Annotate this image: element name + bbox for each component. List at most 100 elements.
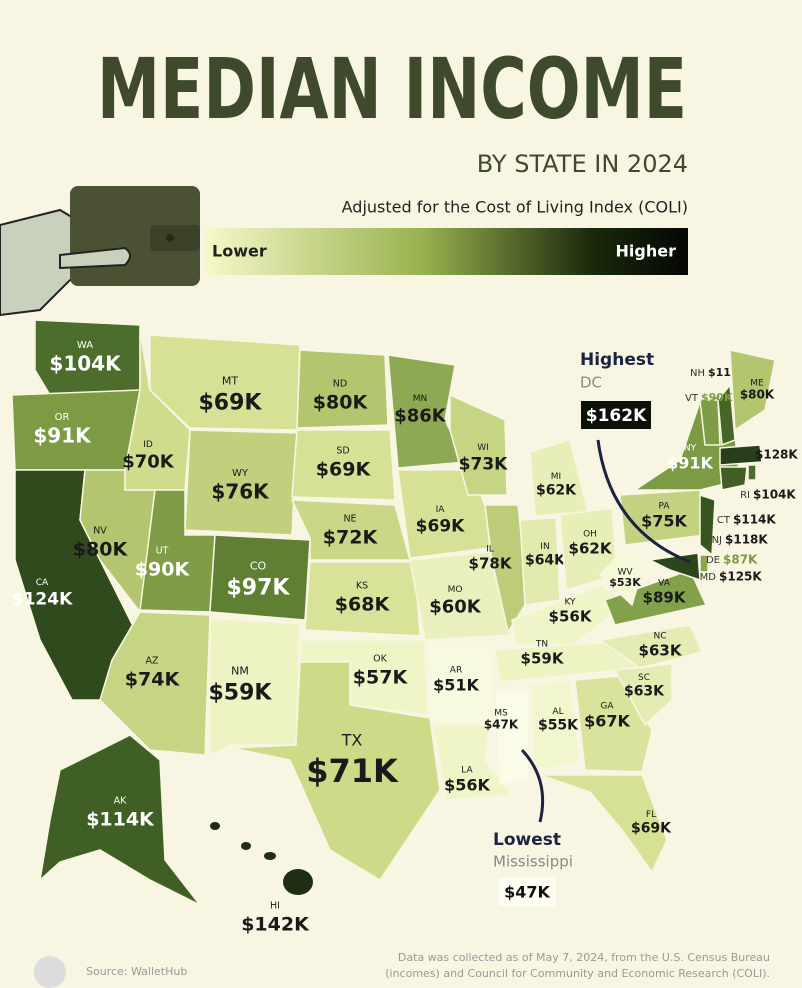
- state: OH$62K: [559, 507, 618, 591]
- state: NE $72K: [290, 499, 411, 561]
- state: SC$63K: [613, 663, 673, 727]
- state-shape: [210, 822, 220, 830]
- state-abbr: AR: [450, 666, 462, 676]
- state-shape: [231, 661, 441, 882]
- state-shape: [719, 444, 763, 466]
- state-value: $62K: [536, 483, 577, 499]
- state-value: $104K: [753, 488, 796, 502]
- state: ME$80K: [729, 349, 776, 432]
- state-abbr: TX: [341, 731, 363, 750]
- state-abbr: IL: [486, 544, 494, 554]
- state-value: $104K: [49, 352, 122, 376]
- state-value: $59K: [521, 649, 565, 667]
- subtitle: BY STATE IN 2024: [477, 150, 688, 178]
- state-value: $63K: [639, 641, 683, 659]
- state-abbr: CA: [36, 578, 49, 588]
- state: NC$63K: [598, 624, 704, 669]
- state-shape: [519, 517, 561, 606]
- source-logo: [34, 956, 66, 988]
- state-value: $64K: [525, 553, 566, 569]
- state-shape: [539, 774, 668, 874]
- state-value: $76K: [211, 480, 270, 504]
- state-shape: [719, 466, 748, 491]
- state-abbr: OH: [583, 529, 597, 539]
- legend-high: Higher: [616, 242, 677, 261]
- state: DE $87K: [699, 553, 758, 573]
- state: AK $114K: [38, 734, 201, 906]
- state-value: $71K: [306, 752, 399, 790]
- state-value: $97K: [227, 576, 291, 601]
- state-value: $128K: [755, 448, 798, 462]
- state-value: $89K: [643, 588, 687, 606]
- state: MO $60K: [409, 551, 513, 641]
- state-value: $78K: [469, 554, 513, 572]
- state: CO $97K: [209, 534, 311, 621]
- state: MS$47K: [484, 689, 529, 786]
- state-value: $80K: [313, 391, 369, 413]
- state-abbr: FL: [646, 810, 656, 820]
- state: TX $71K: [231, 661, 441, 882]
- state-abbr: KY: [564, 597, 576, 607]
- state-shape: [511, 584, 632, 646]
- arrow-lowest: [520, 748, 545, 823]
- state: AR$51K: [427, 641, 496, 723]
- state-abbr: AK: [114, 795, 127, 806]
- state-value: $142K: [241, 913, 310, 935]
- state-abbr: WA: [77, 340, 93, 351]
- state-abbr: MT: [222, 375, 238, 388]
- state-value: $57K: [353, 666, 409, 688]
- state: VT $90K: [685, 391, 733, 446]
- state-abbr: VT: [685, 393, 699, 404]
- state-shape: [291, 429, 396, 501]
- state: OR$91K: [11, 389, 141, 471]
- lowest-label: Lowest: [493, 830, 561, 850]
- state-value: $80K: [73, 538, 129, 560]
- state-abbr: HI: [270, 900, 280, 911]
- state-shape: [283, 869, 313, 895]
- state-abbr: ID: [143, 440, 153, 450]
- note: Data was collected as of May 7, 2024, fr…: [398, 951, 770, 964]
- state-abbr: NJ: [712, 535, 722, 546]
- note: (incomes) and Council for Community and …: [385, 967, 770, 980]
- state-shape: [717, 383, 736, 447]
- legend-low: Lower: [212, 242, 267, 261]
- state: AL$55K: [529, 679, 581, 771]
- state-value: $63K: [624, 684, 665, 700]
- state-abbr: SD: [336, 445, 349, 456]
- state-abbr: CT: [717, 515, 731, 526]
- state-shape: [304, 561, 421, 637]
- state-abbr: NC: [653, 631, 666, 641]
- state-abbr: MD: [700, 572, 717, 583]
- state-shape: [38, 734, 201, 906]
- state: TN$59K: [494, 639, 641, 683]
- state-value: $56K: [444, 776, 490, 795]
- state: AZ $74K: [99, 611, 211, 756]
- state-abbr: CO: [250, 560, 267, 573]
- state-abbr: MI: [551, 472, 561, 482]
- state: NM $59K: [209, 617, 301, 757]
- state-shape: [149, 334, 301, 431]
- state-abbr: NM: [231, 665, 249, 678]
- highest-place: DC: [580, 374, 602, 392]
- state-shape: [296, 349, 389, 429]
- lowest-box: [498, 878, 556, 906]
- state-shape: [699, 493, 716, 557]
- legend-title: Adjusted for the Cost of Living Index (C…: [342, 198, 688, 217]
- state-abbr: IA: [436, 505, 446, 515]
- state-abbr: KS: [356, 580, 368, 591]
- state-value: $86K: [394, 406, 447, 427]
- state-value: $91K: [667, 454, 713, 473]
- state-value: $68K: [335, 593, 391, 615]
- state-abbr: VA: [658, 578, 671, 588]
- state-shape: [747, 464, 757, 481]
- lowest-value: $47K: [504, 883, 550, 902]
- state: PA$75K: [619, 489, 706, 546]
- state: UT $90K: [135, 489, 216, 613]
- state-shape: [264, 852, 276, 860]
- state-value: $70K: [122, 452, 175, 473]
- state: FL$69K: [539, 774, 672, 874]
- us-map: WA$104KOR$91KCA$124KNV$80KID$70KMT$69KWY…: [11, 319, 798, 935]
- state-abbr: SC: [638, 673, 650, 683]
- state-value: $125K: [719, 570, 762, 584]
